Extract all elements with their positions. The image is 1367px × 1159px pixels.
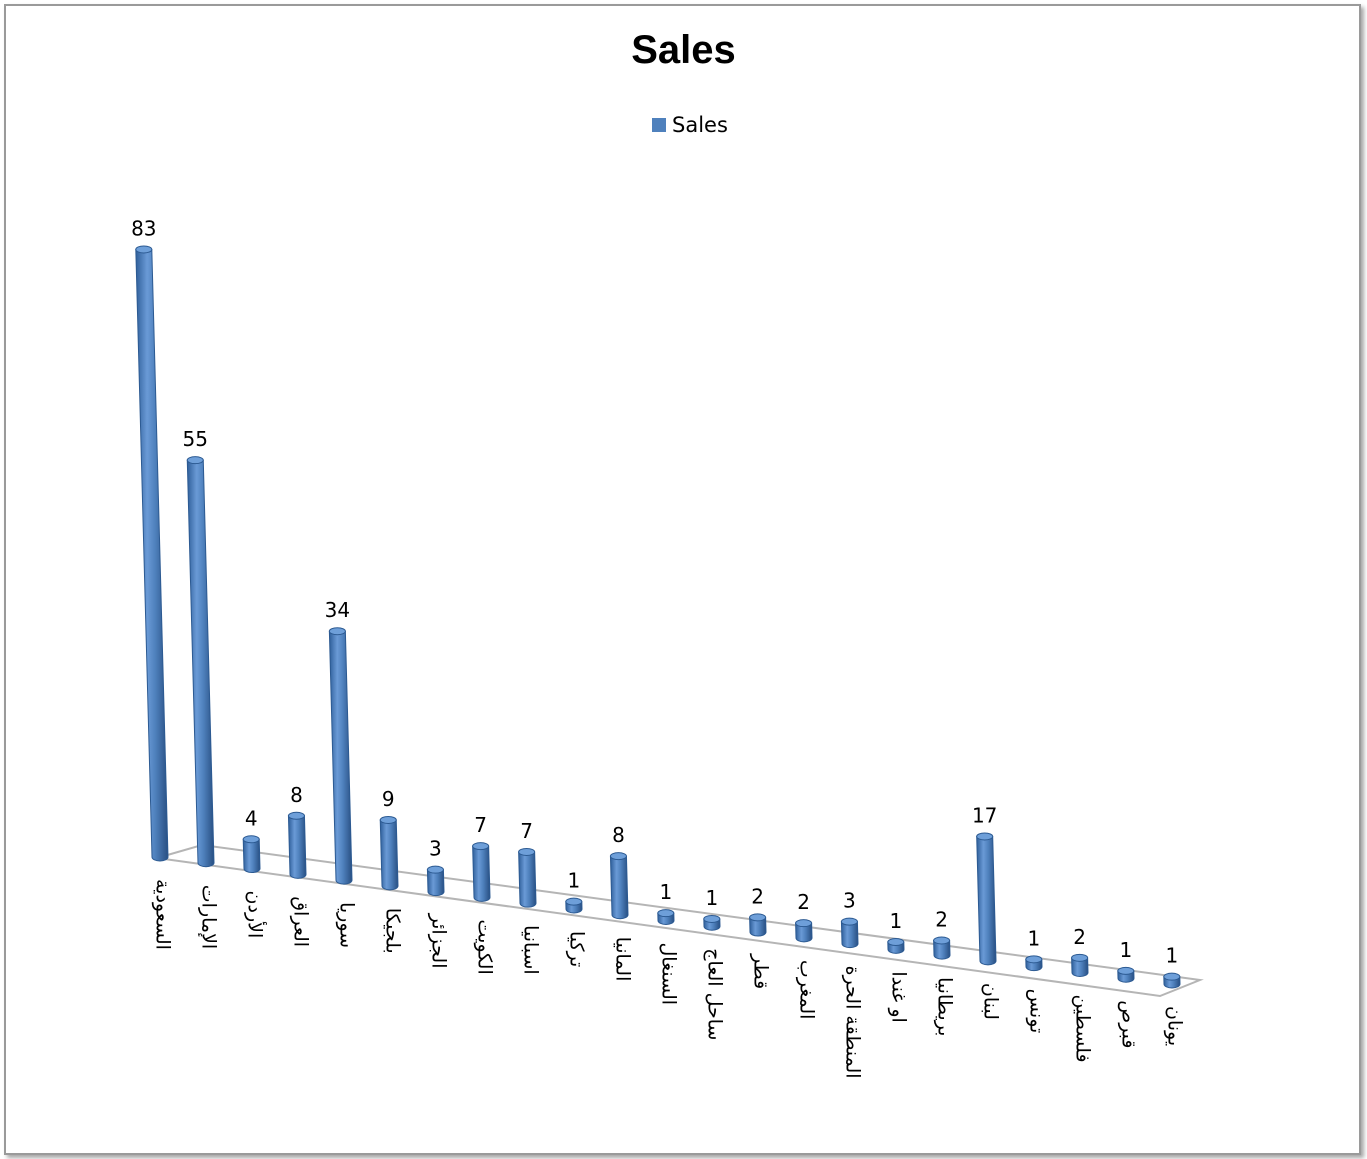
data-label-8: 7	[474, 813, 487, 837]
chart-legend: Sales	[652, 113, 728, 137]
bar-11	[609, 852, 629, 920]
bar-4	[287, 811, 307, 879]
category-label-9: اسبانيا	[520, 925, 542, 975]
category-label-19: لبنان	[980, 983, 1002, 1020]
data-label-14: 2	[751, 884, 764, 908]
category-label-22: قبرص	[1118, 1000, 1140, 1048]
category-label-20: تونس	[1026, 989, 1048, 1034]
bar-8	[472, 842, 491, 902]
data-label-6: 9	[382, 787, 395, 811]
bar-18	[933, 936, 951, 960]
data-label-22: 1	[1119, 938, 1132, 962]
data-label-18: 2	[935, 907, 948, 931]
category-label-1: السعودية	[152, 879, 174, 950]
bar-23	[1163, 972, 1181, 989]
bar-16	[840, 917, 859, 949]
data-label-16: 3	[843, 889, 856, 913]
data-label-15: 2	[797, 890, 810, 914]
bar-12	[657, 909, 675, 925]
data-label-19: 17	[972, 803, 997, 827]
data-label-20: 1	[1027, 926, 1040, 950]
bar-15	[795, 919, 813, 943]
bar-3	[242, 835, 261, 874]
data-label-17: 1	[889, 909, 902, 933]
category-label-23: يونان	[1164, 1006, 1186, 1046]
data-label-7: 3	[429, 837, 442, 861]
category-label-12: السنغال	[658, 943, 680, 1006]
category-label-11: المانيا	[612, 937, 634, 982]
data-label-10: 1	[567, 869, 580, 893]
category-label-4: العراق	[290, 896, 312, 947]
bar-22	[1117, 966, 1135, 983]
category-label-17: او غندا	[888, 971, 910, 1022]
bar-6	[379, 815, 399, 891]
data-label-1: 83	[131, 216, 156, 240]
bar-21	[1071, 953, 1089, 977]
category-label-13: ساحل العاج	[704, 948, 726, 1040]
category-label-18: بريطانيا	[934, 977, 956, 1036]
data-label-2: 55	[183, 427, 208, 451]
category-label-8: الكويت	[474, 919, 496, 974]
data-label-4: 8	[290, 783, 303, 807]
category-label-6: بلجيكا	[382, 908, 404, 954]
category-label-15: المغرب	[796, 960, 818, 1020]
category-label-14: قطر	[750, 953, 772, 989]
bar-5	[328, 627, 353, 885]
bar-10	[565, 897, 583, 914]
category-label-2: الإمارات	[198, 885, 220, 949]
data-label-21: 2	[1073, 925, 1086, 949]
bar-7	[426, 865, 445, 897]
category-label-3: الأردن	[244, 891, 267, 939]
chart-frame	[4, 4, 1361, 1155]
category-label-16: المنطقة الحرة	[842, 966, 864, 1079]
bar-1	[135, 245, 169, 862]
legend-swatch	[652, 118, 666, 132]
category-label-10: تركيا	[566, 931, 588, 967]
data-label-5: 34	[325, 598, 350, 622]
data-label-3: 4	[245, 806, 258, 830]
bar-14	[749, 913, 767, 937]
data-label-23: 1	[1165, 944, 1178, 968]
chart-title: Sales	[631, 28, 736, 72]
bar-17	[887, 938, 905, 954]
data-label-12: 1	[659, 880, 672, 904]
bar-20	[1025, 955, 1043, 972]
legend-label: Sales	[672, 113, 728, 137]
bar-19	[976, 832, 997, 966]
bar-13	[703, 914, 721, 931]
data-label-13: 1	[705, 886, 718, 910]
data-label-9: 7	[520, 819, 533, 843]
bar-2	[186, 456, 215, 868]
category-label-21: فلسطين	[1072, 994, 1094, 1062]
category-label-5: سوريا	[336, 902, 358, 948]
data-label-11: 8	[612, 823, 625, 847]
bar-9	[518, 847, 537, 908]
category-label-7: الجزائر	[428, 913, 450, 969]
